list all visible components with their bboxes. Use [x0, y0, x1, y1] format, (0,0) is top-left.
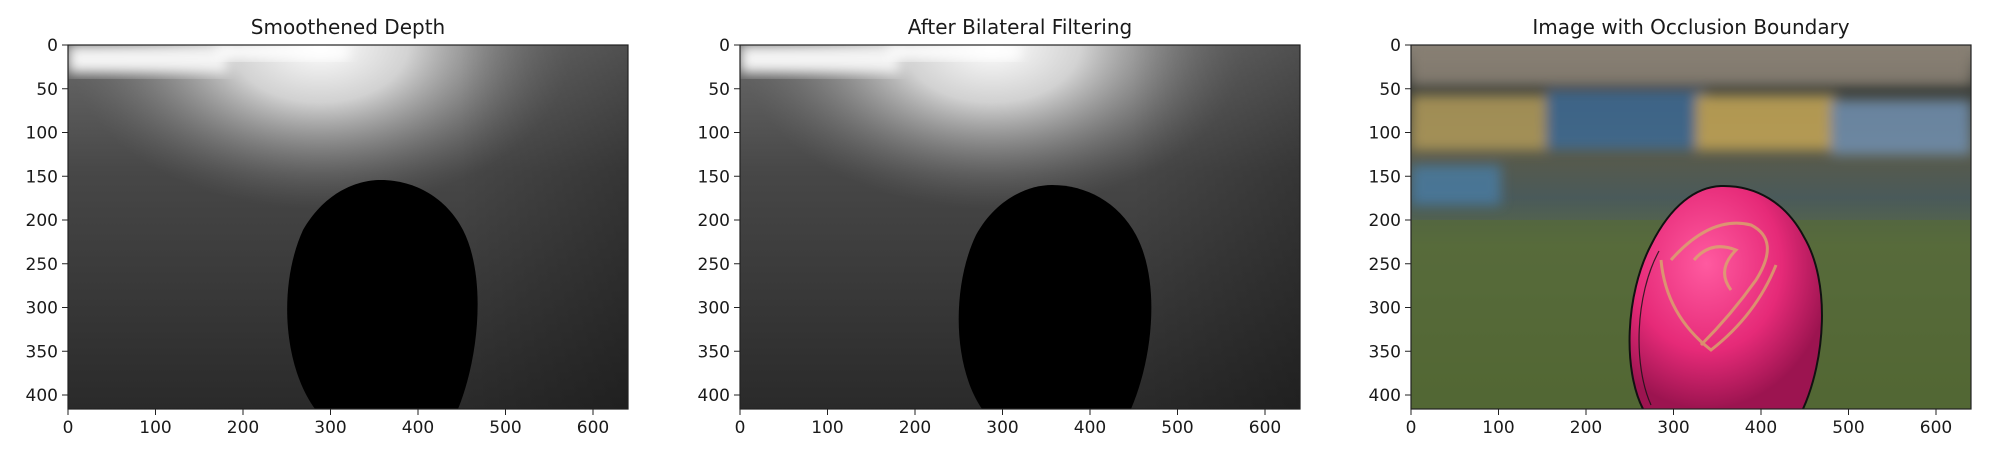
x-tick-label: 400 [402, 418, 434, 438]
y-tick-label: 0 [47, 36, 58, 56]
y-tick-label: 100 [26, 124, 58, 144]
y-axis: 0 50 100 150 200 250 300 350 400 [26, 36, 68, 406]
y-tick-label: 250 [698, 255, 730, 275]
object-silhouette [958, 185, 1152, 409]
object-silhouette [287, 179, 478, 409]
y-tick-label: 300 [26, 299, 58, 319]
occlusion-boundary [1628, 184, 1823, 409]
x-axis: 0 100 200 300 400 500 600 [1406, 409, 1952, 438]
photo-image [1410, 44, 1972, 410]
y-tick-label: 100 [1369, 124, 1401, 144]
y-tick-label: 350 [26, 342, 58, 362]
x-tick-label: 0 [1406, 418, 1417, 438]
panel-title: Image with Occlusion Boundary [1532, 15, 1849, 39]
x-tick-label: 100 [139, 418, 171, 438]
panel-title: After Bilateral Filtering [908, 15, 1132, 39]
y-tick-label: 0 [1390, 36, 1401, 56]
panel-smoothened-depth: Smoothened Depth 0 100 200 300 400 500 600 0 50… [26, 15, 629, 438]
panel-bilateral-filtering: After Bilateral Filtering 0 100 200 300 400 5… [698, 15, 1301, 438]
y-tick-label: 400 [26, 386, 58, 406]
x-tick-label: 600 [1920, 418, 1952, 438]
y-tick-label: 0 [719, 36, 730, 56]
y-tick-label: 300 [1369, 299, 1401, 319]
x-tick-label: 500 [1832, 418, 1864, 438]
y-tick-label: 400 [698, 386, 730, 406]
x-tick-label: 400 [1074, 418, 1106, 438]
x-tick-label: 600 [1249, 418, 1281, 438]
panel-occlusion-boundary: Image with Occlusion Boundary [1369, 15, 1972, 438]
x-tick-label: 500 [1161, 418, 1193, 438]
x-tick-label: 200 [227, 418, 259, 438]
y-tick-label: 150 [26, 167, 58, 187]
x-tick-label: 0 [63, 418, 74, 438]
y-tick-label: 50 [36, 80, 58, 100]
y-tick-label: 300 [698, 299, 730, 319]
x-tick-label: 500 [489, 418, 521, 438]
y-axis: 0 50 100 150 200 250 300 350 400 [698, 36, 740, 406]
x-tick-label: 100 [811, 418, 843, 438]
panel-title: Smoothened Depth [251, 15, 445, 39]
y-tick-label: 200 [26, 211, 58, 231]
x-tick-label: 300 [986, 418, 1018, 438]
depth-image [67, 44, 629, 410]
x-tick-label: 200 [899, 418, 931, 438]
x-axis: 0 100 200 300 400 500 600 [63, 409, 609, 438]
occlusion-boundary-inner [1638, 250, 1660, 406]
y-tick-label: 350 [1369, 342, 1401, 362]
cricket-ball [1629, 185, 1822, 409]
x-tick-label: 200 [1570, 418, 1602, 438]
x-tick-label: 300 [1657, 418, 1689, 438]
depth-image [739, 44, 1301, 410]
y-axis: 0 50 100 150 200 250 300 350 400 [1369, 36, 1411, 406]
x-tick-label: 600 [577, 418, 609, 438]
x-tick-label: 0 [735, 418, 746, 438]
y-tick-label: 400 [1369, 386, 1401, 406]
y-tick-label: 150 [698, 167, 730, 187]
x-axis: 0 100 200 300 400 500 600 [735, 409, 1281, 438]
y-tick-label: 200 [698, 211, 730, 231]
x-tick-label: 100 [1482, 418, 1514, 438]
x-tick-label: 400 [1745, 418, 1777, 438]
y-tick-label: 150 [1369, 167, 1401, 187]
y-tick-label: 350 [698, 342, 730, 362]
y-tick-label: 50 [1379, 80, 1401, 100]
y-tick-label: 50 [708, 80, 730, 100]
y-tick-label: 250 [26, 255, 58, 275]
x-tick-label: 300 [314, 418, 346, 438]
y-tick-label: 200 [1369, 211, 1401, 231]
y-tick-label: 100 [698, 124, 730, 144]
y-tick-label: 250 [1369, 255, 1401, 275]
